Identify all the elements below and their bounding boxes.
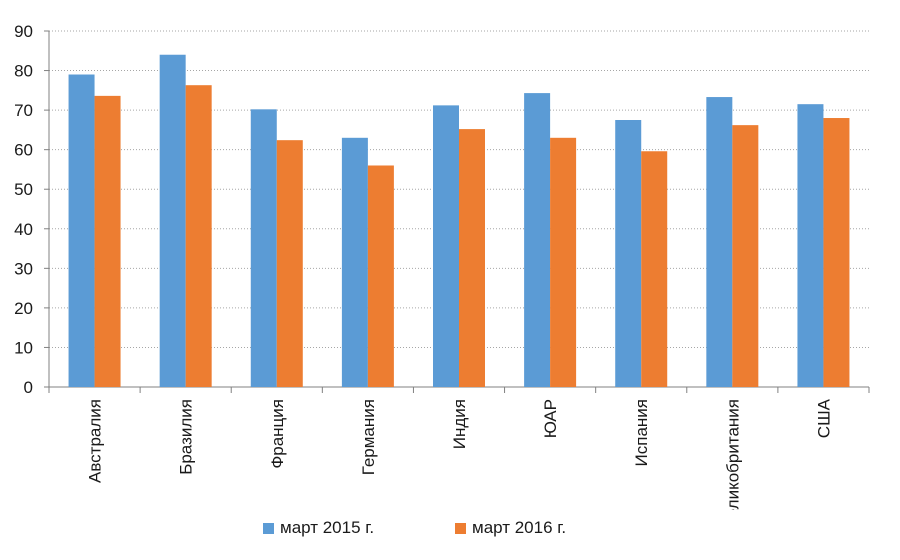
x-tick-label-5: ЮАР	[541, 399, 560, 438]
bar-series-1-6	[615, 120, 642, 387]
y-tick-label-20: 20	[14, 299, 33, 318]
y-tick-label-50: 50	[14, 180, 33, 199]
bar-series-1-1	[159, 54, 186, 387]
y-tick-label-30: 30	[14, 259, 33, 278]
bar-chart-plot: 0 10 20 30 40 50 60 70 80 90 Австралия Бразилия Фран…	[14, 22, 870, 510]
bar-series-2-2	[276, 140, 303, 387]
x-tick-label-2: Франция	[268, 399, 287, 469]
x-tick-label-7: Великобритания	[723, 399, 742, 510]
bar-series-1-8	[797, 104, 824, 387]
x-tick-label-3: Германия	[359, 399, 378, 475]
y-tick-label-0: 0	[24, 378, 33, 397]
x-tick-label-4: Индия	[450, 399, 469, 449]
x-tick-label-6: Испания	[632, 399, 651, 466]
bar-series-2-3	[367, 165, 394, 387]
bar-series-1-2	[250, 109, 277, 387]
bar-series-2-5	[550, 137, 577, 387]
y-tick-label-40: 40	[14, 220, 33, 239]
bar-series-1-5	[524, 93, 551, 387]
bar-series-1-4	[433, 105, 459, 387]
bar-series-2-7	[732, 125, 759, 388]
bar-series-2-1	[185, 85, 212, 388]
bar-series-1-7	[706, 97, 733, 388]
bar-series-2-8	[823, 118, 850, 388]
legend-item-series-1: март 2015 г.	[263, 516, 374, 540]
x-tick-label-0: Австралия	[86, 399, 105, 483]
y-tick-label-80: 80	[14, 62, 33, 81]
legend-swatch-series-1	[263, 522, 274, 534]
y-tick-label-70: 70	[14, 101, 33, 120]
bar-series-1-0	[68, 74, 95, 387]
legend: март 2015 г. март 2016 г.	[0, 516, 900, 546]
legend-swatch-series-2	[455, 522, 466, 534]
x-tick-label-8: США	[814, 398, 833, 438]
y-tick-label-10: 10	[14, 338, 33, 357]
legend-label-series-2: март 2016 г.	[472, 518, 567, 537]
bar-series-1-3	[341, 137, 368, 387]
bar-series-2-0	[94, 95, 121, 388]
y-tick-label-60: 60	[14, 141, 33, 160]
bar-series-2-6	[641, 151, 668, 387]
legend-item-series-2: март 2016 г.	[455, 516, 566, 540]
x-tick-label-1: Бразилия	[177, 399, 196, 475]
bar-series-2-4	[459, 129, 485, 387]
legend-label-series-1: март 2015 г.	[280, 518, 375, 537]
y-tick-label-90: 90	[14, 22, 33, 41]
